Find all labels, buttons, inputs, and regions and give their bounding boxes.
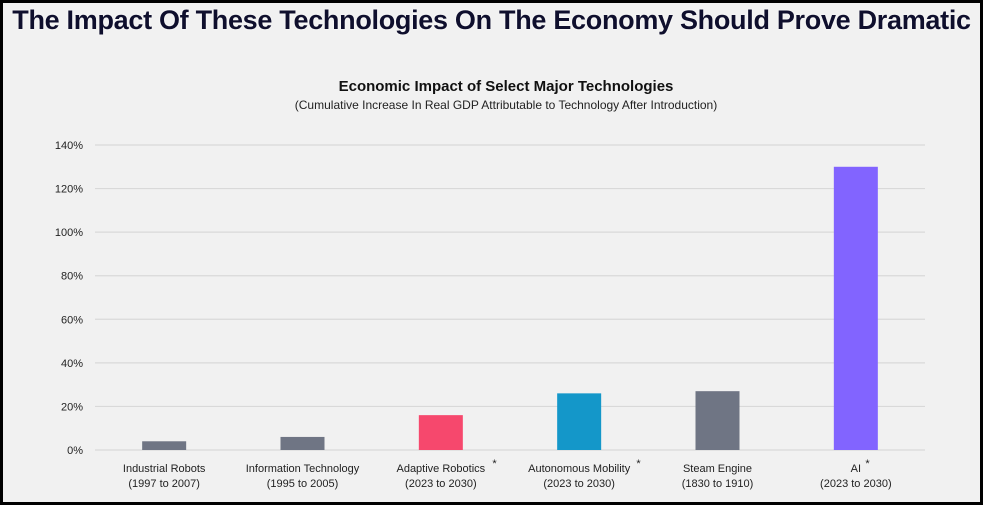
x-tick-label: Adaptive Robotics: [396, 463, 485, 475]
x-tick-period: (2023 to 2030): [820, 478, 892, 490]
bar: [418, 415, 463, 450]
x-tick-period: (1995 to 2005): [267, 478, 339, 490]
x-tick-label: Steam Engine: [683, 463, 752, 475]
y-tick-label: 0%: [67, 445, 83, 457]
x-tick-period: (2023 to 2030): [405, 478, 477, 490]
y-tick-label: 80%: [61, 271, 83, 283]
x-tick-period: (1997 to 2007): [128, 478, 200, 490]
y-axis: 0% 20% 40% 60% 80% 100% 120% 140%: [55, 140, 83, 457]
bars: [142, 166, 878, 451]
y-tick-label: 20%: [61, 401, 83, 413]
x-tick-label: Autonomous Mobility: [528, 463, 631, 475]
bar: [142, 441, 187, 450]
asterisk-note: *: [492, 458, 497, 470]
x-tick-period: (1830 to 1910): [682, 478, 754, 490]
y-tick-label: 120%: [55, 184, 83, 196]
page-title: The Impact Of These Technologies On The …: [12, 5, 971, 35]
x-tick-label: Information Technology: [246, 463, 360, 475]
bar: [557, 393, 602, 450]
bar: [833, 166, 878, 451]
x-tick-label: AI: [851, 463, 861, 475]
y-tick-label: 140%: [55, 140, 83, 152]
x-tick-label: Industrial Robots: [123, 463, 206, 475]
y-tick-label: 60%: [61, 314, 83, 326]
asterisk-note: *: [865, 458, 870, 470]
chart-title: Economic Impact of Select Major Technolo…: [339, 78, 674, 95]
bar: [695, 391, 740, 450]
x-tick-period: (2023 to 2030): [543, 478, 615, 490]
y-tick-label: 100%: [55, 227, 83, 239]
x-axis: Industrial Robots (1997 to 2007) Informati…: [123, 458, 892, 490]
grid-lines: [95, 144, 925, 451]
bar: [280, 436, 325, 450]
asterisk-note: *: [636, 458, 641, 470]
y-tick-label: 40%: [61, 358, 83, 370]
chart-subtitle: (Cumulative Increase In Real GDP Attribu…: [295, 98, 717, 112]
